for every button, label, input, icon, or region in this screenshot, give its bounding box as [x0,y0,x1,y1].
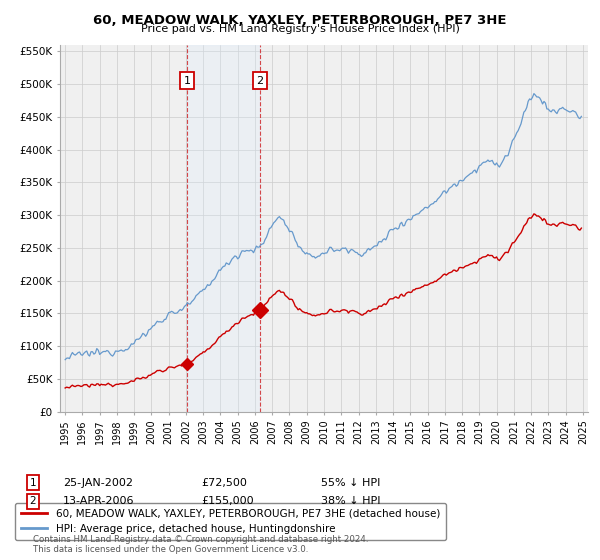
Bar [187,45,260,412]
Text: 1: 1 [29,478,37,488]
Text: 25-JAN-2002: 25-JAN-2002 [63,478,133,488]
Text: 60, MEADOW WALK, YAXLEY, PETERBOROUGH, PE7 3HE: 60, MEADOW WALK, YAXLEY, PETERBOROUGH, P… [93,14,507,27]
Text: 1: 1 [184,76,191,86]
Text: 2: 2 [29,496,37,506]
Text: 55% ↓ HPI: 55% ↓ HPI [321,478,380,488]
Text: 13-APR-2006: 13-APR-2006 [63,496,134,506]
Legend: 60, MEADOW WALK, YAXLEY, PETERBOROUGH, PE7 3HE (detached house), HPI: Average pr: 60, MEADOW WALK, YAXLEY, PETERBOROUGH, P… [15,502,446,540]
Text: 2: 2 [256,76,263,86]
Text: 38% ↓ HPI: 38% ↓ HPI [321,496,380,506]
Text: Contains HM Land Registry data © Crown copyright and database right 2024.
This d: Contains HM Land Registry data © Crown c… [33,535,368,554]
Text: £155,000: £155,000 [201,496,254,506]
Text: Price paid vs. HM Land Registry's House Price Index (HPI): Price paid vs. HM Land Registry's House … [140,24,460,34]
Text: £72,500: £72,500 [201,478,247,488]
